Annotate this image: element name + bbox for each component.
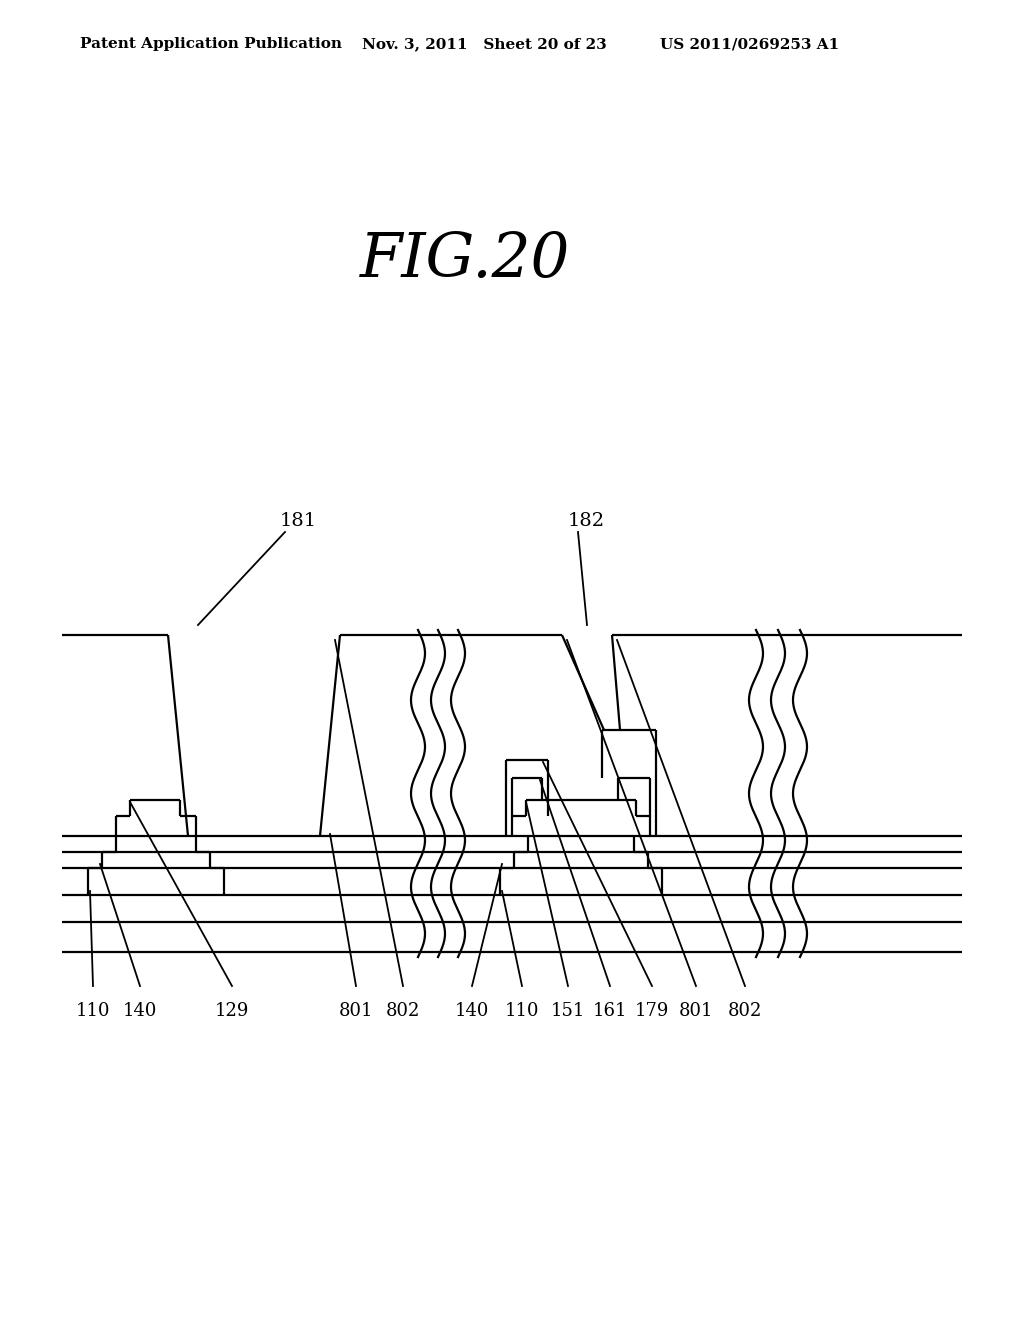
Text: US 2011/0269253 A1: US 2011/0269253 A1 (660, 37, 840, 51)
Text: 802: 802 (386, 1002, 420, 1020)
Text: 110: 110 (505, 1002, 540, 1020)
Text: 801: 801 (339, 1002, 374, 1020)
Text: 801: 801 (679, 1002, 714, 1020)
Text: 802: 802 (728, 1002, 762, 1020)
Text: Nov. 3, 2011   Sheet 20 of 23: Nov. 3, 2011 Sheet 20 of 23 (362, 37, 607, 51)
Text: 110: 110 (76, 1002, 111, 1020)
Text: FIG.20: FIG.20 (360, 230, 570, 290)
Text: 181: 181 (280, 512, 317, 531)
Text: 129: 129 (215, 1002, 249, 1020)
Text: 179: 179 (635, 1002, 670, 1020)
Text: 182: 182 (568, 512, 605, 531)
Text: 140: 140 (123, 1002, 158, 1020)
Text: Patent Application Publication: Patent Application Publication (80, 37, 342, 51)
Text: 140: 140 (455, 1002, 489, 1020)
Text: 161: 161 (593, 1002, 628, 1020)
Text: 151: 151 (551, 1002, 585, 1020)
